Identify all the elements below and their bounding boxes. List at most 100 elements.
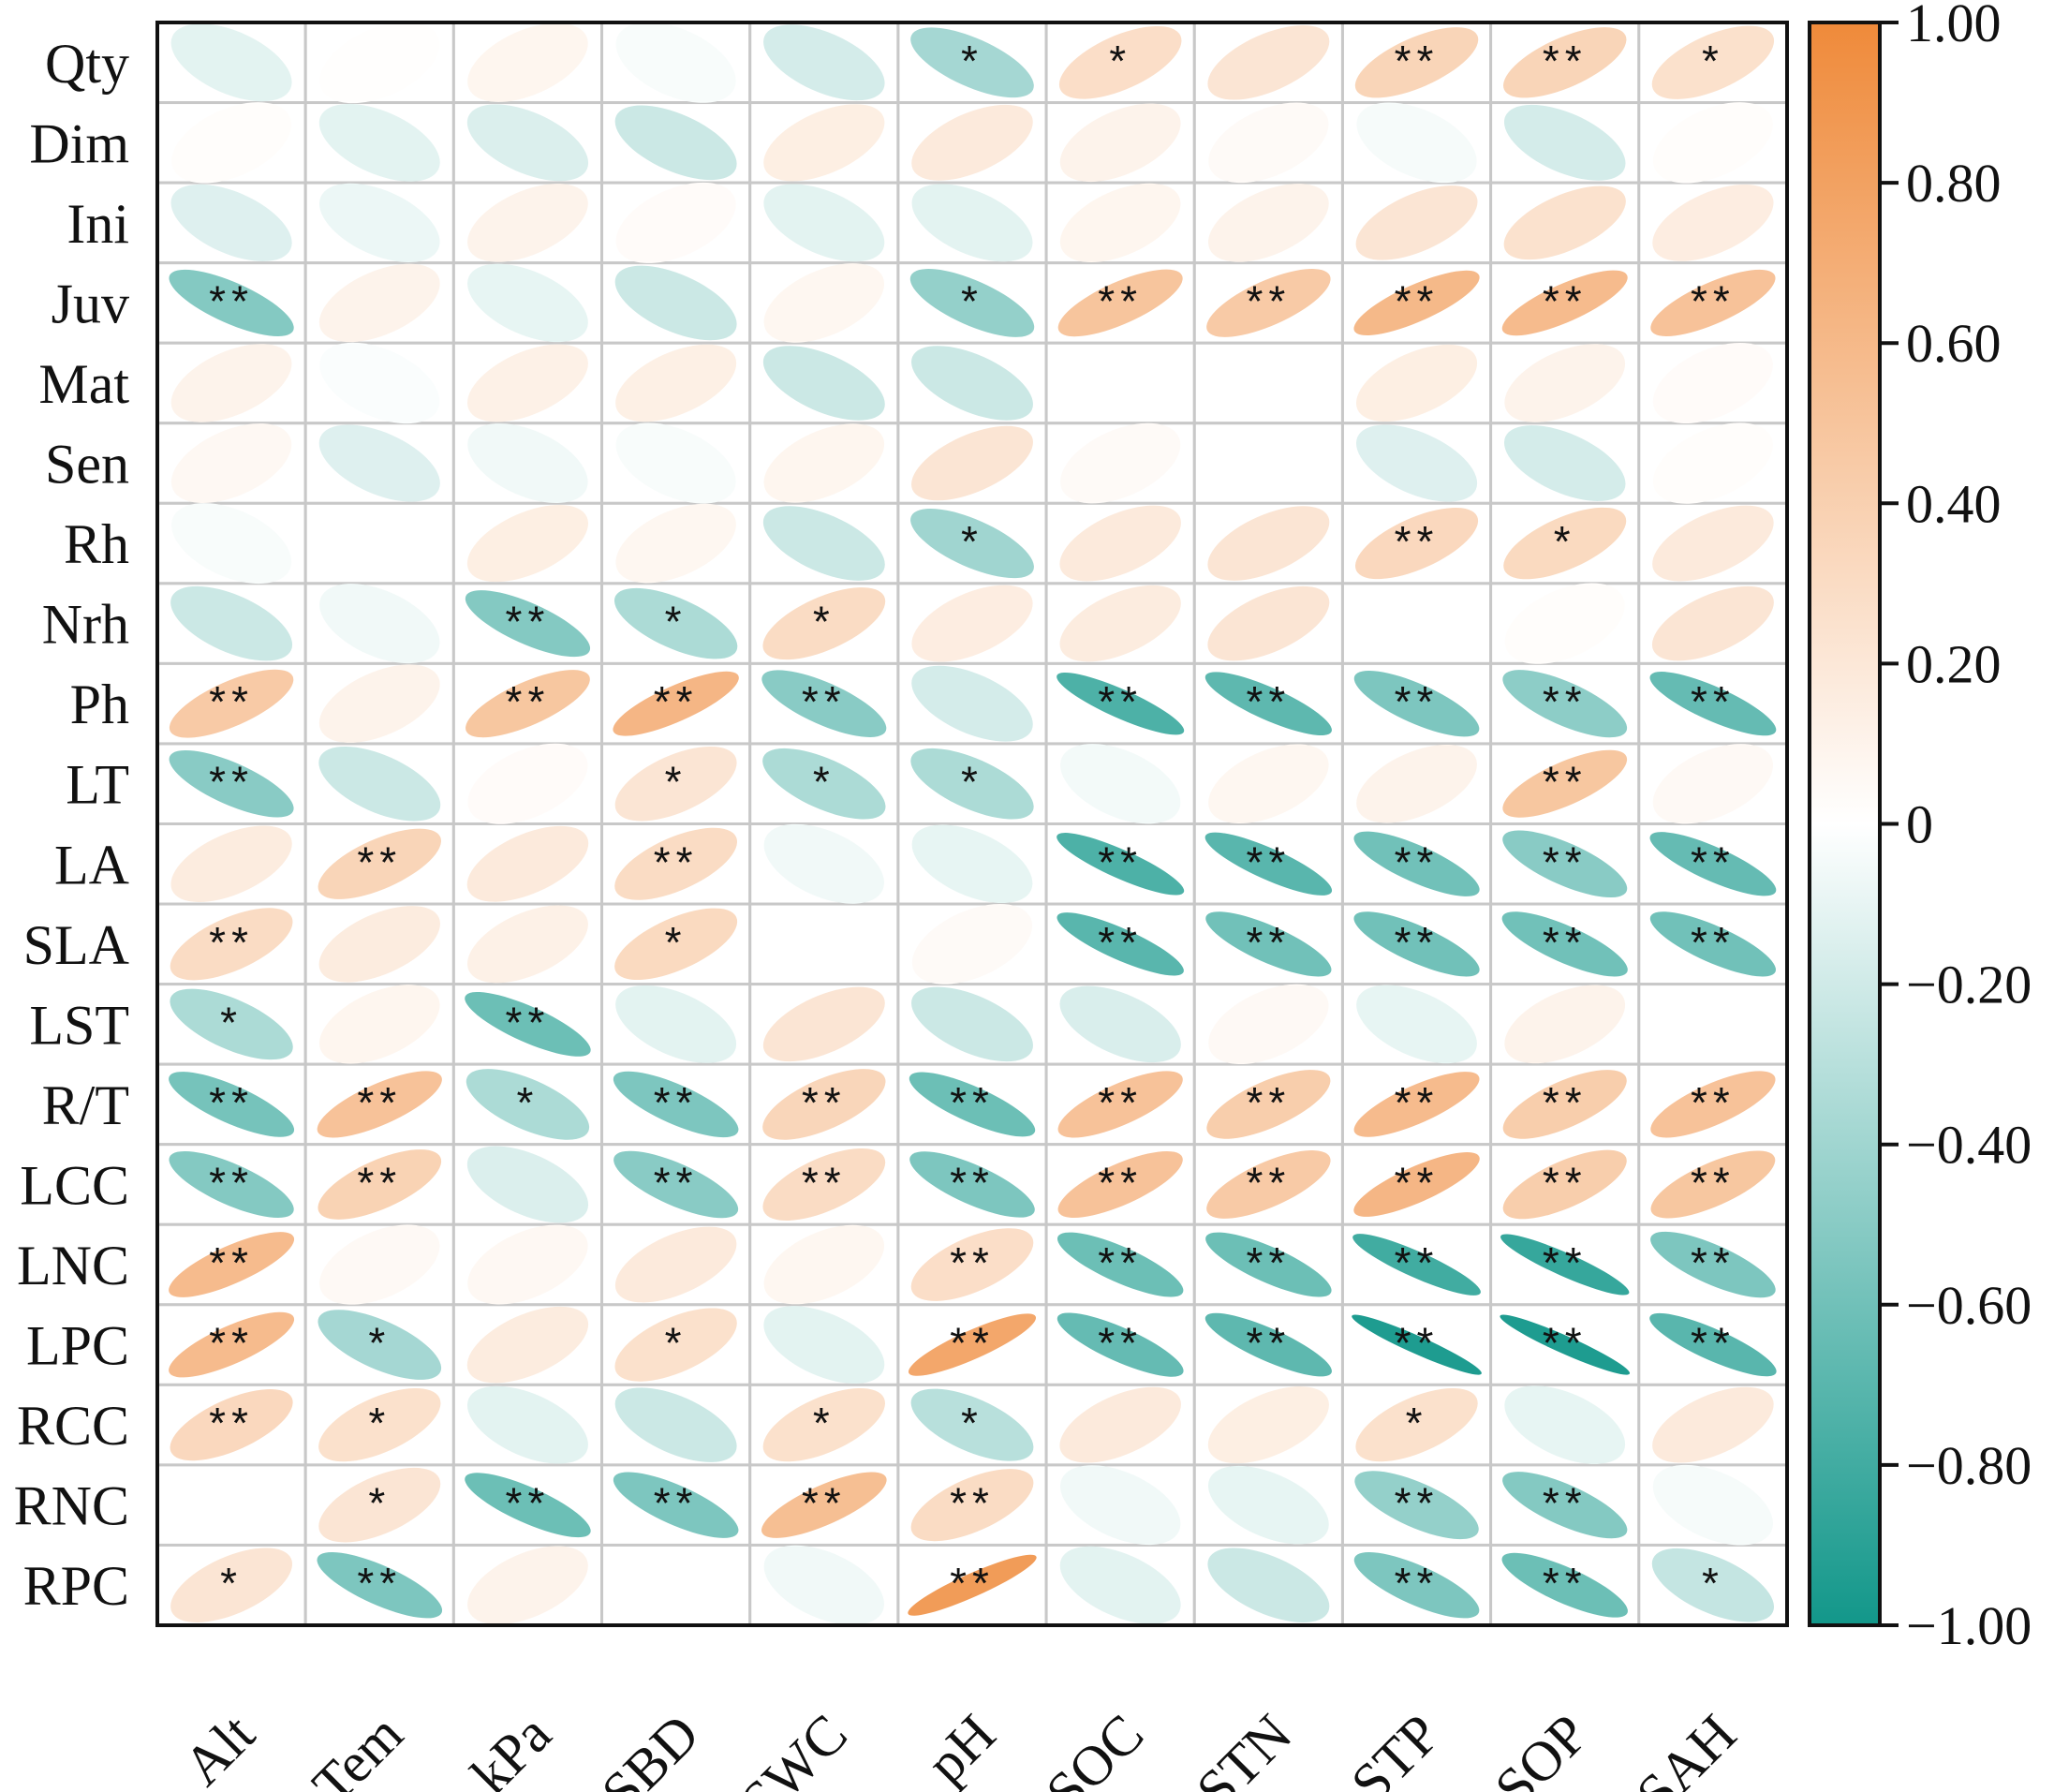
significance-marker: ** <box>1543 37 1588 85</box>
correlation-ellipse <box>318 424 440 502</box>
correlation-ellipse <box>466 104 589 182</box>
correlation-ellipse <box>1352 1234 1481 1296</box>
correlation-ellipse <box>170 585 293 661</box>
row-label: RPC <box>23 1555 129 1617</box>
column-label: SOC <box>1034 1703 1155 1792</box>
colorbar-tick-label: −0.40 <box>1906 1115 2032 1176</box>
correlation-ellipse <box>1355 344 1478 422</box>
correlation-ellipse <box>1353 911 1480 977</box>
correlation-ellipse <box>762 1069 886 1140</box>
correlation-ellipse <box>1652 102 1773 184</box>
correlation-ellipse <box>1649 672 1777 736</box>
correlation-ellipse <box>615 22 736 103</box>
significance-marker: ** <box>1543 276 1588 325</box>
correlation-ellipse <box>1206 1070 1331 1139</box>
significance-marker: ** <box>802 677 847 726</box>
significance-marker: ** <box>950 1238 995 1287</box>
significance-marker: ** <box>654 1158 699 1207</box>
significance-marker: * <box>220 1559 243 1607</box>
correlation-ellipse <box>1504 985 1626 1064</box>
significance-marker: ** <box>654 1479 699 1528</box>
significance-marker: * <box>961 517 983 566</box>
correlation-ellipse <box>1057 1232 1184 1297</box>
heatmap-cell <box>600 1543 752 1627</box>
significance-marker: ** <box>506 677 551 726</box>
correlation-ellipse <box>911 904 1033 985</box>
correlation-ellipse <box>1353 270 1480 336</box>
colorbar-tick-label: 1.00 <box>1906 0 2002 53</box>
heatmap-cell <box>155 1463 307 1547</box>
correlation-ellipse <box>1206 1150 1331 1219</box>
colorbar-tick-label: 0.60 <box>1906 313 2002 374</box>
significance-marker: ** <box>1098 1158 1143 1207</box>
correlation-ellipse <box>1207 506 1330 581</box>
correlation-ellipse <box>614 1387 737 1462</box>
correlation-ellipse <box>1649 1312 1777 1377</box>
correlation-ellipse <box>1208 984 1329 1065</box>
correlation-ellipse <box>1059 585 1181 662</box>
correlation-ellipse <box>615 344 737 422</box>
correlation-ellipse <box>1059 1546 1181 1624</box>
correlation-ellipse <box>614 827 738 900</box>
correlation-ellipse <box>1059 1386 1181 1463</box>
correlation-ellipse <box>1652 422 1773 504</box>
correlation-ellipse <box>908 1313 1037 1376</box>
correlation-ellipse <box>614 908 738 981</box>
heatmap-cell <box>1637 983 1789 1066</box>
correlation-ellipse <box>169 1150 294 1219</box>
significance-marker: ** <box>1098 677 1143 726</box>
significance-marker: ** <box>1543 1158 1588 1207</box>
correlation-ellipse <box>317 1552 443 1619</box>
correlation-ellipse <box>763 1306 885 1384</box>
correlation-ellipse <box>1205 911 1332 977</box>
correlation-ellipse <box>911 986 1033 1062</box>
correlation-ellipse <box>1503 104 1626 181</box>
correlation-ellipse <box>467 184 588 262</box>
correlation-ellipse <box>319 1224 440 1305</box>
correlation-ellipse <box>171 503 292 585</box>
correlation-ellipse <box>318 183 440 262</box>
correlation-ellipse <box>1208 102 1329 184</box>
correlation-ellipse <box>763 184 885 262</box>
significance-marker: * <box>665 1319 687 1368</box>
colorbar-tick-label: −0.60 <box>1906 1275 2032 1336</box>
significance-marker: ** <box>1395 1078 1440 1127</box>
correlation-ellipse <box>1207 1548 1330 1622</box>
significance-marker: ** <box>1691 918 1736 967</box>
correlation-ellipse <box>763 423 885 503</box>
significance-marker: ** <box>506 598 551 646</box>
correlation-ellipse <box>1204 672 1332 736</box>
correlation-ellipse <box>763 263 885 343</box>
correlation-ellipse <box>1651 585 1774 661</box>
correlation-ellipse <box>467 423 588 503</box>
correlation-ellipse <box>466 905 588 984</box>
significance-marker: ** <box>1543 837 1588 886</box>
significance-marker: ** <box>506 1479 551 1528</box>
significance-marker: ** <box>1543 1559 1588 1607</box>
correlation-ellipse <box>1204 1312 1332 1377</box>
correlation-ellipse <box>465 1069 590 1140</box>
correlation-ellipse <box>169 669 294 738</box>
significance-marker: * <box>961 758 983 807</box>
significance-marker: ** <box>209 1158 254 1207</box>
correlation-ellipse <box>169 1311 295 1378</box>
significance-marker: ** <box>1543 918 1588 967</box>
correlation-ellipse <box>911 346 1033 421</box>
correlation-ellipse <box>466 825 589 902</box>
significance-marker: ** <box>1691 1238 1736 1287</box>
heatmap-cell <box>1192 422 1344 505</box>
significance-marker: * <box>665 918 687 967</box>
colorbar-tick-label: 0.40 <box>1906 473 2002 534</box>
correlation-ellipse <box>1060 744 1181 824</box>
significance-marker: ** <box>1395 918 1440 967</box>
correlation-ellipse <box>466 1385 588 1464</box>
significance-marker: ** <box>950 1479 995 1528</box>
correlation-ellipse <box>1355 424 1478 502</box>
colorbar-tick-label: 0.20 <box>1906 633 2002 694</box>
correlation-ellipse <box>614 746 737 822</box>
correlation-ellipse <box>1352 1314 1482 1375</box>
correlation-ellipse <box>1057 833 1185 896</box>
correlation-ellipse <box>909 1151 1035 1218</box>
correlation-ellipse <box>1650 1231 1776 1298</box>
significance-marker: * <box>368 1479 391 1528</box>
